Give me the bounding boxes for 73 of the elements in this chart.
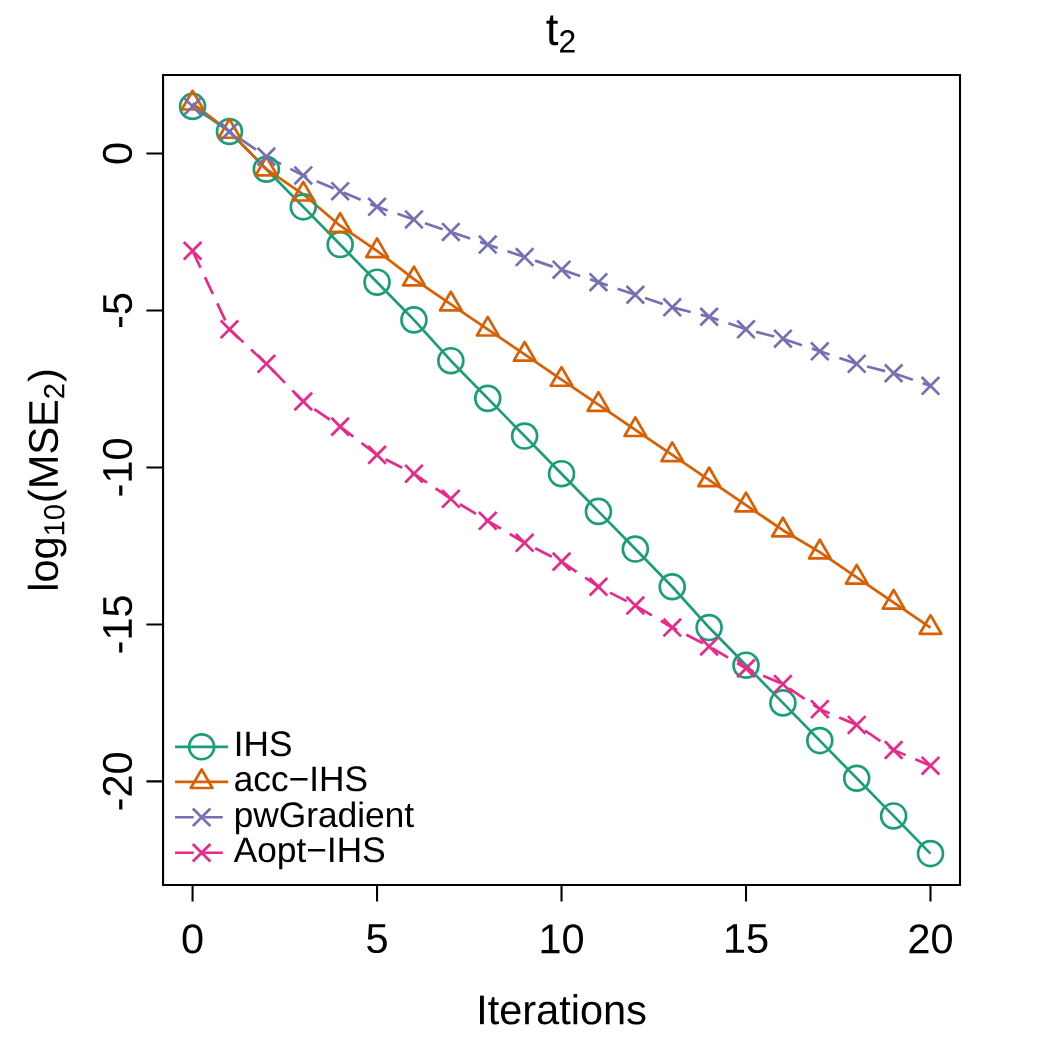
x-tick-label: 20 [909,924,952,954]
point [330,181,351,202]
point [256,146,277,167]
point [809,341,830,362]
y-axis-title: log$_{10}$(MSE$_{2}$) [27,370,67,589]
point [477,510,498,531]
y-tick-label: -20 [102,753,133,810]
point [772,328,794,349]
legend-label: pwGradient [235,801,414,835]
point [621,535,650,563]
x-tick-label: 0 [182,924,203,954]
legend-label: IHS [236,731,291,757]
point [846,353,867,374]
point [440,221,461,243]
point [330,416,351,437]
point [698,306,720,327]
point [293,391,314,412]
point [440,488,461,509]
point [584,497,613,526]
point [403,209,425,230]
x-tick-label: 10 [541,924,583,954]
point [293,165,314,186]
point [477,234,498,255]
point [625,284,646,305]
point [366,196,388,218]
point [846,714,867,736]
point [473,384,502,413]
point [879,802,908,830]
point [551,551,572,572]
point [842,764,871,793]
y-tick-label: -15 [103,596,133,653]
point [916,839,945,868]
y-tick-label: 0 [102,143,133,164]
point [182,240,203,261]
point [363,268,391,297]
point [698,636,720,657]
point [809,699,830,720]
point [695,613,723,642]
point [326,230,354,259]
y-tick-label: -10 [102,439,133,496]
point [806,726,834,755]
point [658,572,687,601]
point [514,532,535,553]
point [735,319,757,340]
point [403,463,425,484]
legend-label: acc−IHS [235,766,367,792]
point [588,576,609,597]
point [400,306,428,334]
point [769,689,797,717]
point [920,375,941,396]
point [551,259,572,280]
x-tick-label: 5 [367,924,387,954]
x-tick-label: 15 [726,924,768,954]
point [883,739,904,761]
point [662,617,683,638]
point [547,459,576,488]
legend-label: Aopt−IHS [233,837,385,870]
point [920,755,941,776]
point [256,353,277,374]
point [514,246,535,268]
point [772,673,794,695]
x-axis-title: Iterations [480,994,646,1025]
point [219,319,240,340]
point [662,297,683,318]
point [437,346,465,375]
point [883,363,904,384]
point [289,193,318,221]
y-tick-label: -5 [103,293,133,328]
chart-title: t$_{2}$ [546,15,575,53]
point [366,444,388,466]
point [588,272,609,293]
point [625,595,646,616]
point [510,422,539,450]
